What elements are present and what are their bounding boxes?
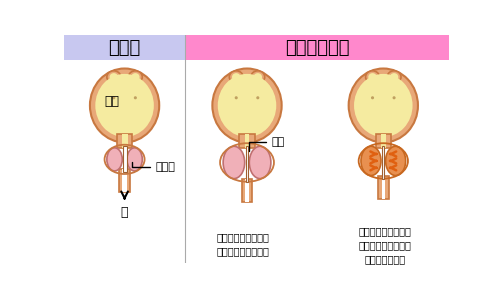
Ellipse shape (218, 74, 276, 137)
Bar (378, 176, 388, 199)
Ellipse shape (127, 148, 142, 171)
Ellipse shape (90, 68, 159, 142)
Bar (382, 176, 385, 199)
Ellipse shape (348, 68, 418, 142)
Bar (240, 134, 254, 148)
Bar (64, 35, 186, 60)
Bar (122, 146, 126, 173)
Ellipse shape (232, 73, 240, 81)
Ellipse shape (223, 146, 244, 178)
Ellipse shape (256, 96, 260, 99)
Text: 前立腺: 前立腺 (132, 162, 176, 172)
Ellipse shape (134, 96, 137, 99)
Bar (186, 35, 449, 60)
Bar (122, 169, 127, 192)
Ellipse shape (368, 73, 377, 81)
Ellipse shape (107, 148, 122, 171)
Bar (122, 134, 128, 148)
Ellipse shape (212, 68, 282, 142)
Ellipse shape (387, 71, 401, 83)
Bar (246, 178, 248, 202)
Ellipse shape (112, 96, 116, 99)
Ellipse shape (361, 146, 381, 176)
Bar (246, 146, 248, 182)
Ellipse shape (128, 71, 142, 83)
Bar (117, 134, 132, 148)
Bar (242, 178, 252, 202)
Ellipse shape (371, 96, 374, 99)
Ellipse shape (386, 146, 406, 176)
Ellipse shape (131, 73, 140, 81)
Text: 前立腺肥大症: 前立腺肥大症 (286, 40, 350, 58)
Text: 尿: 尿 (121, 206, 128, 219)
Bar (381, 134, 386, 148)
Ellipse shape (107, 71, 120, 83)
Ellipse shape (251, 71, 264, 83)
Ellipse shape (110, 73, 118, 81)
Ellipse shape (234, 96, 238, 99)
Ellipse shape (366, 71, 380, 83)
Bar (376, 134, 391, 148)
Ellipse shape (354, 74, 412, 137)
Bar (119, 169, 130, 192)
Ellipse shape (250, 146, 271, 178)
Text: 前立腺が大きくなり
尿道を圧迫している: 前立腺が大きくなり 尿道を圧迫している (216, 232, 270, 256)
Bar (244, 134, 250, 148)
Text: 尿道: 尿道 (248, 137, 285, 151)
Ellipse shape (390, 73, 398, 81)
Text: 前立腺の筋肉の過剰
な収縮により尿道が
圧迫されている: 前立腺の筋肉の過剰 な収縮により尿道が 圧迫されている (358, 226, 412, 264)
Ellipse shape (96, 74, 154, 137)
Ellipse shape (230, 71, 243, 83)
Ellipse shape (392, 96, 396, 99)
Bar (382, 146, 384, 178)
Text: 膀胱: 膀胱 (105, 95, 120, 108)
Ellipse shape (254, 73, 262, 81)
Text: 正　常: 正 常 (108, 40, 140, 58)
